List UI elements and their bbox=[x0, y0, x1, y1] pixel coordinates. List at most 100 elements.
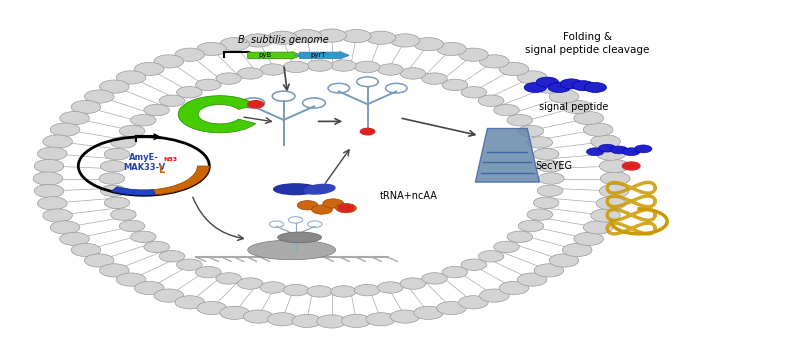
Circle shape bbox=[297, 201, 318, 210]
Text: tRNA+ncAA: tRNA+ncAA bbox=[380, 191, 437, 201]
Text: pyrT: pyrT bbox=[310, 52, 326, 58]
Circle shape bbox=[101, 161, 126, 172]
Circle shape bbox=[507, 231, 533, 242]
Circle shape bbox=[110, 137, 136, 148]
Circle shape bbox=[154, 289, 184, 302]
Circle shape bbox=[586, 148, 604, 156]
Circle shape bbox=[175, 296, 205, 309]
Circle shape bbox=[268, 313, 297, 326]
Ellipse shape bbox=[278, 232, 321, 243]
Circle shape bbox=[284, 61, 309, 72]
Circle shape bbox=[422, 273, 447, 284]
Circle shape bbox=[292, 314, 322, 327]
Circle shape bbox=[519, 125, 544, 137]
Circle shape bbox=[354, 61, 380, 72]
Circle shape bbox=[459, 296, 488, 309]
Circle shape bbox=[539, 173, 564, 184]
Circle shape bbox=[499, 62, 529, 76]
Circle shape bbox=[414, 306, 443, 320]
Circle shape bbox=[260, 282, 285, 293]
Circle shape bbox=[99, 173, 125, 184]
Circle shape bbox=[154, 55, 184, 68]
Circle shape bbox=[479, 55, 509, 68]
Circle shape bbox=[601, 172, 630, 185]
Circle shape bbox=[572, 81, 594, 91]
Circle shape bbox=[248, 101, 264, 108]
Circle shape bbox=[527, 209, 553, 220]
Circle shape bbox=[292, 30, 322, 43]
Text: signal peptide: signal peptide bbox=[539, 102, 608, 112]
Circle shape bbox=[38, 147, 67, 160]
Circle shape bbox=[479, 289, 509, 302]
Circle shape bbox=[38, 197, 67, 210]
Circle shape bbox=[378, 64, 403, 75]
Circle shape bbox=[494, 104, 519, 116]
Circle shape bbox=[116, 71, 145, 84]
Circle shape bbox=[534, 80, 563, 93]
Circle shape bbox=[584, 82, 606, 92]
Circle shape bbox=[583, 221, 613, 234]
Circle shape bbox=[548, 82, 570, 92]
Circle shape bbox=[50, 123, 80, 136]
Circle shape bbox=[341, 314, 371, 327]
Circle shape bbox=[43, 209, 73, 222]
Circle shape bbox=[159, 95, 185, 106]
Circle shape bbox=[104, 149, 129, 160]
Text: pyB: pyB bbox=[259, 52, 272, 58]
Circle shape bbox=[549, 254, 578, 267]
Circle shape bbox=[400, 68, 426, 79]
Circle shape bbox=[459, 48, 488, 61]
Circle shape bbox=[119, 125, 145, 137]
Circle shape bbox=[268, 31, 297, 44]
Circle shape bbox=[175, 48, 205, 61]
Circle shape bbox=[331, 60, 356, 71]
Text: L: L bbox=[158, 165, 165, 175]
Circle shape bbox=[590, 209, 620, 222]
Text: SecYEG: SecYEG bbox=[535, 161, 572, 171]
Circle shape bbox=[549, 90, 578, 103]
Text: N33: N33 bbox=[164, 157, 178, 162]
Circle shape bbox=[260, 64, 285, 75]
Circle shape bbox=[85, 254, 114, 267]
Circle shape bbox=[50, 221, 80, 234]
Circle shape bbox=[244, 34, 273, 47]
Circle shape bbox=[177, 87, 202, 98]
Circle shape bbox=[85, 90, 114, 103]
Circle shape bbox=[341, 30, 371, 43]
Circle shape bbox=[316, 29, 347, 42]
Circle shape bbox=[534, 149, 559, 160]
Circle shape bbox=[60, 232, 89, 246]
Circle shape bbox=[43, 135, 73, 148]
Circle shape bbox=[494, 241, 519, 253]
Circle shape bbox=[437, 42, 467, 56]
Ellipse shape bbox=[273, 184, 318, 195]
Circle shape bbox=[519, 220, 544, 232]
Circle shape bbox=[134, 62, 164, 76]
Text: B. subtilis genome: B. subtilis genome bbox=[238, 35, 329, 45]
Circle shape bbox=[527, 137, 553, 148]
Polygon shape bbox=[475, 129, 539, 182]
Ellipse shape bbox=[304, 184, 335, 194]
Circle shape bbox=[196, 79, 221, 91]
Circle shape bbox=[518, 71, 547, 84]
Circle shape bbox=[354, 285, 380, 296]
FancyArrow shape bbox=[300, 51, 349, 59]
Circle shape bbox=[196, 266, 221, 278]
Circle shape bbox=[479, 95, 504, 106]
Circle shape bbox=[197, 301, 226, 315]
Circle shape bbox=[366, 31, 396, 44]
Circle shape bbox=[116, 273, 145, 286]
Circle shape bbox=[437, 301, 467, 315]
Wedge shape bbox=[153, 166, 209, 195]
Circle shape bbox=[71, 100, 101, 114]
Circle shape bbox=[130, 115, 156, 126]
Wedge shape bbox=[178, 96, 256, 133]
Circle shape bbox=[479, 251, 504, 262]
Circle shape bbox=[390, 34, 419, 47]
Circle shape bbox=[622, 148, 640, 156]
Circle shape bbox=[100, 264, 129, 277]
Circle shape bbox=[366, 313, 396, 326]
Circle shape bbox=[307, 60, 332, 71]
Circle shape bbox=[130, 231, 156, 242]
Circle shape bbox=[422, 73, 447, 84]
